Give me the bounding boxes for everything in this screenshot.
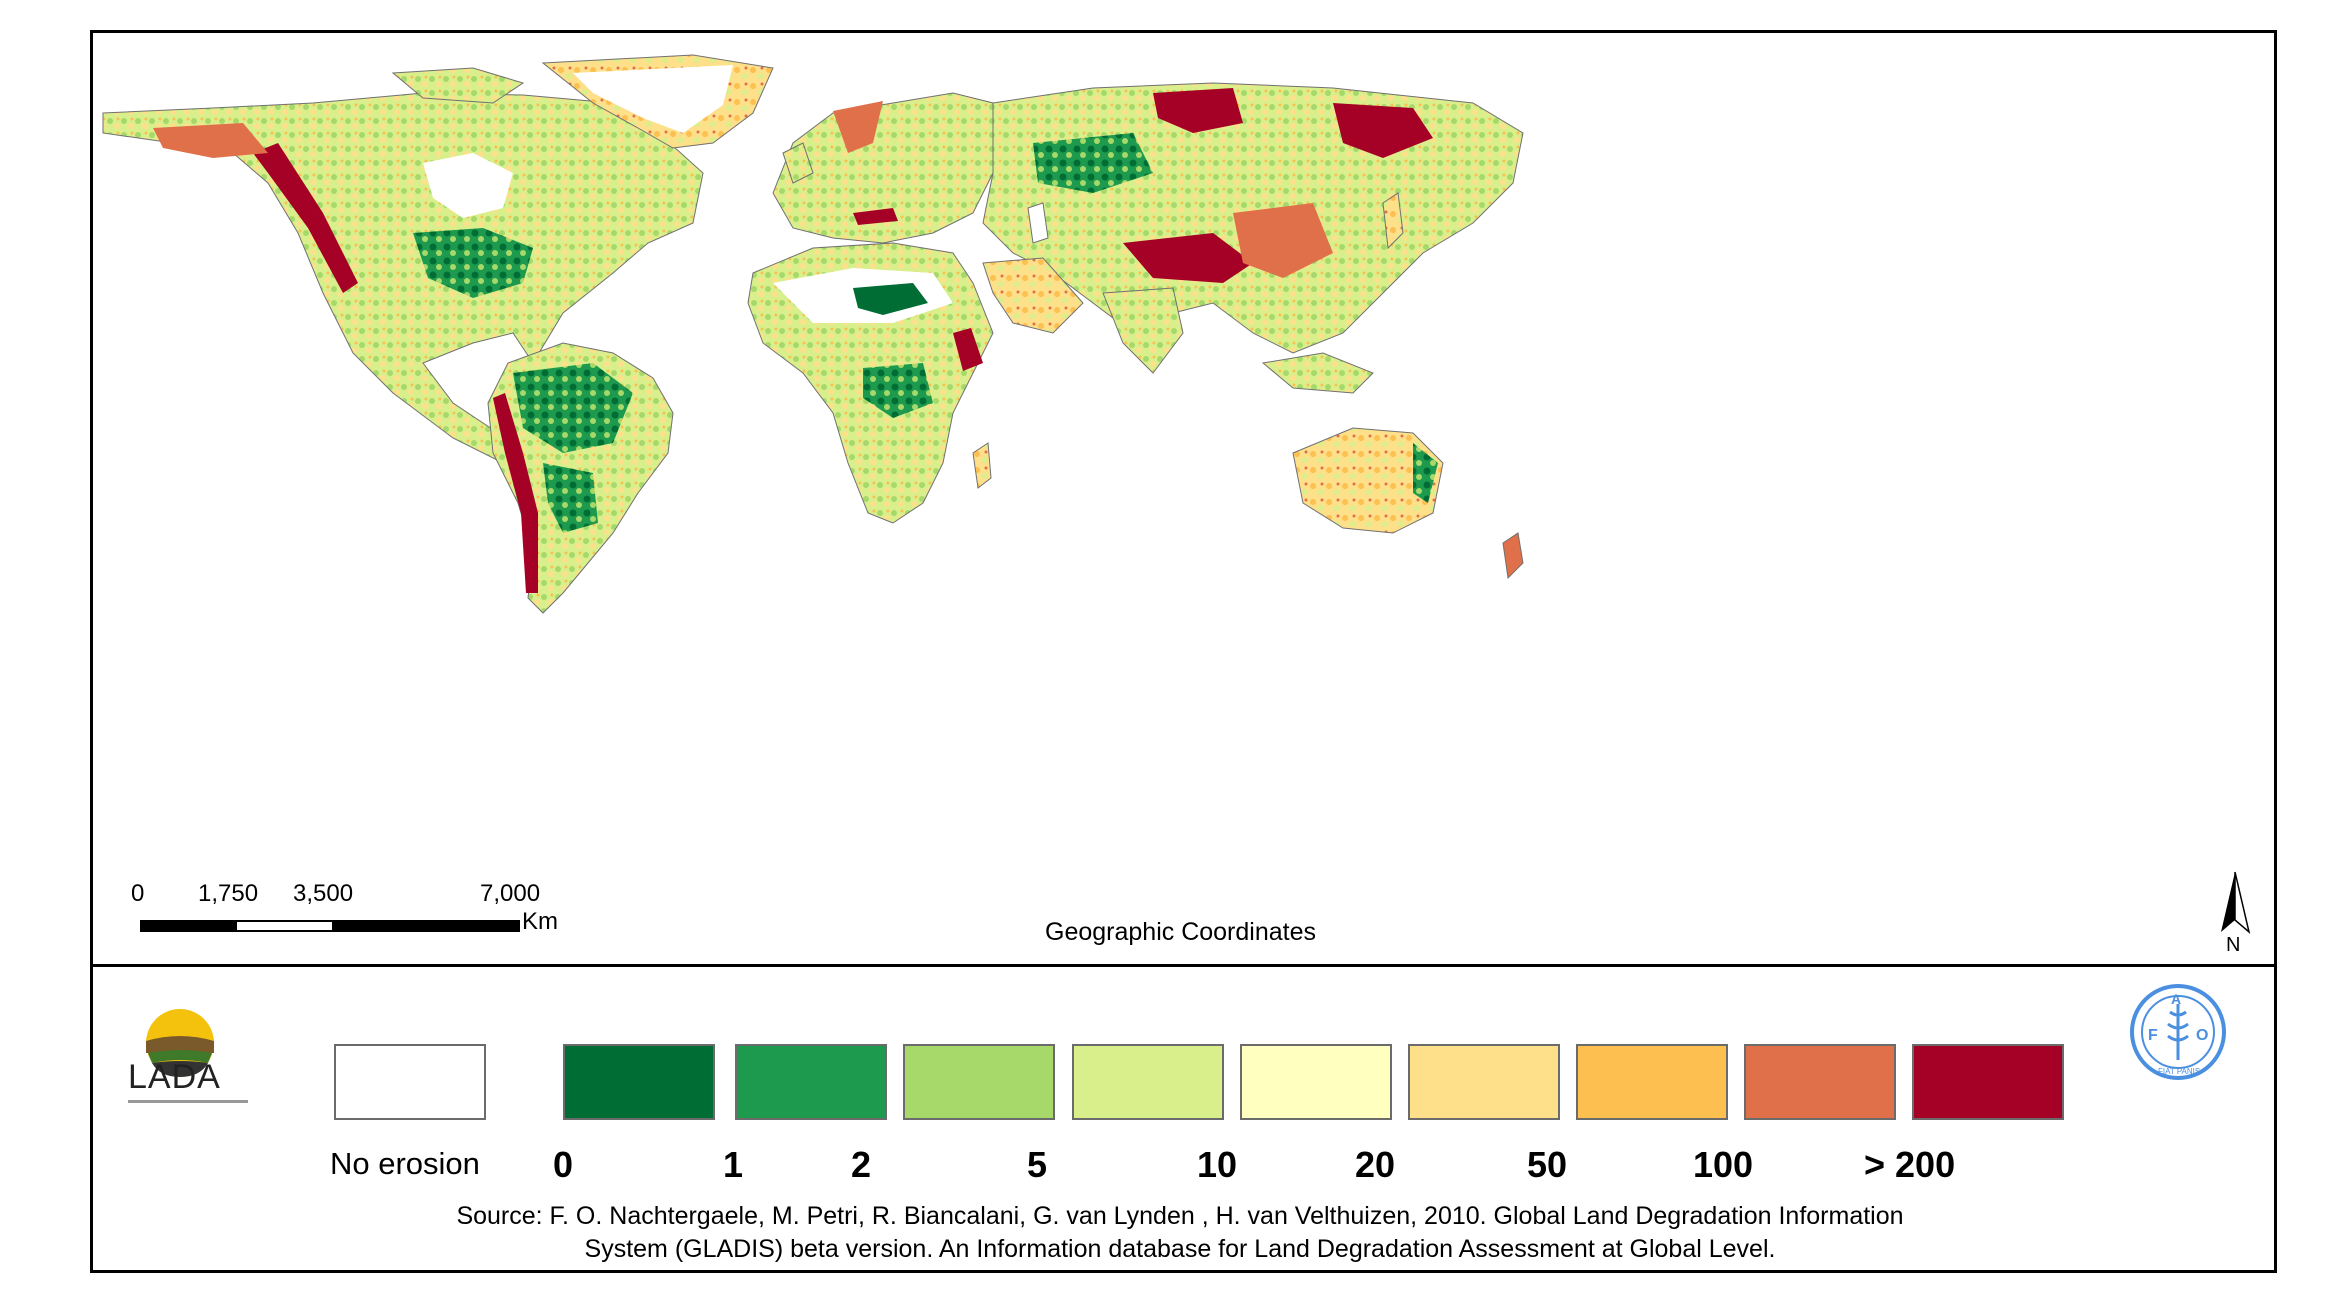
legend-break-label: 100 — [1693, 1144, 1754, 1185]
north-arrow-icon — [2221, 871, 2251, 935]
legend-swatch-6 — [1576, 1044, 1728, 1120]
legend-divider — [90, 964, 2277, 967]
hudson-bay — [423, 153, 513, 218]
legend-break-label: > 200 — [1864, 1144, 1956, 1185]
ethiopia-high-erosion — [953, 328, 983, 371]
legend-swatch-4 — [1240, 1044, 1392, 1120]
pampas-low-erosion — [543, 463, 598, 533]
china-erosion — [1233, 203, 1333, 278]
legend-break-label: 2 — [851, 1144, 872, 1185]
legend-swatch-5 — [1408, 1044, 1560, 1120]
india — [1102, 287, 1184, 374]
australia-east-coast — [1413, 443, 1438, 503]
legend-swatch-no-erosion — [334, 1044, 486, 1120]
world-map — [93, 33, 2274, 964]
amazon-low-erosion — [513, 363, 633, 453]
legend-swatch-2 — [903, 1044, 1055, 1120]
scale-tick-7000: 7,000 — [480, 880, 541, 907]
arctic-islands — [391, 67, 525, 104]
legend-break-label: 0 — [553, 1144, 574, 1185]
greenland-interior — [573, 65, 733, 133]
congo-low-erosion — [863, 363, 933, 418]
legend-swatch-0 — [563, 1044, 715, 1120]
scale-bar — [140, 920, 520, 932]
scale-tick-0: 0 — [131, 880, 145, 907]
lada-tagline — [128, 1100, 248, 1103]
scale-tick-1750: 1,750 — [198, 880, 259, 907]
world-erosion-map — [102, 54, 1524, 614]
scale-tick-3500: 3,500 — [293, 880, 354, 907]
himalaya-high-erosion — [1123, 233, 1253, 283]
legend-swatch-7 — [1744, 1044, 1896, 1120]
lada-wordmark: LADA — [128, 1058, 221, 1096]
arabia — [982, 257, 1084, 334]
alps-high-erosion — [853, 208, 898, 225]
legend-break-label: 1 — [723, 1144, 744, 1185]
svg-text:A: A — [2171, 991, 2181, 1007]
legend-swatch-1 — [735, 1044, 887, 1120]
sahara-low-erosion — [853, 283, 928, 315]
north-label: N — [2226, 934, 2241, 956]
andes-high-erosion — [493, 393, 538, 593]
central-asia-low-erosion — [1033, 133, 1153, 193]
east-siberia-high-erosion — [1333, 103, 1433, 158]
australia — [1292, 427, 1444, 534]
scale-unit: Km — [522, 908, 558, 935]
svg-text:F: F — [2148, 1027, 2158, 1044]
north-america-wet-zone — [413, 228, 533, 298]
legend-label-no-erosion: No erosion — [330, 1146, 480, 1181]
alaska-high-erosion — [153, 123, 268, 158]
scandinavia-erosion — [833, 101, 883, 153]
legend-break-label: 20 — [1355, 1144, 1396, 1185]
projection-caption: Geographic Coordinates — [1045, 918, 1316, 946]
legend-swatch-8 — [1912, 1044, 2064, 1120]
svg-text:FIAT PANIS: FIAT PANIS — [2158, 1067, 2200, 1076]
source-line-2: System (GLADIS) beta version. An Informa… — [584, 1235, 1776, 1263]
svg-text:O: O — [2196, 1027, 2208, 1044]
caspian-sea — [1027, 202, 1049, 244]
southeast-asia-islands — [1261, 352, 1374, 394]
legend-break-label: 10 — [1197, 1144, 1238, 1185]
source-citation: Source: F. O. Nachtergaele, M. Petri, R.… — [200, 1200, 2160, 1266]
japan — [1382, 192, 1404, 250]
lada-logo-icon — [146, 1009, 214, 1077]
rockies-high-erosion — [253, 143, 358, 293]
source-line-1: Source: F. O. Nachtergaele, M. Petri, R.… — [456, 1202, 1904, 1230]
legend-break-label: 5 — [1027, 1144, 1048, 1185]
legend-break-label: 50 — [1527, 1144, 1568, 1185]
madagascar — [972, 442, 992, 489]
legend-swatch-3 — [1072, 1044, 1224, 1120]
siberia-high-erosion — [1153, 88, 1243, 133]
fao-logo-icon: F A O FIAT PANIS — [2130, 984, 2226, 1080]
british-isles — [782, 142, 814, 184]
new-zealand — [1502, 532, 1524, 580]
